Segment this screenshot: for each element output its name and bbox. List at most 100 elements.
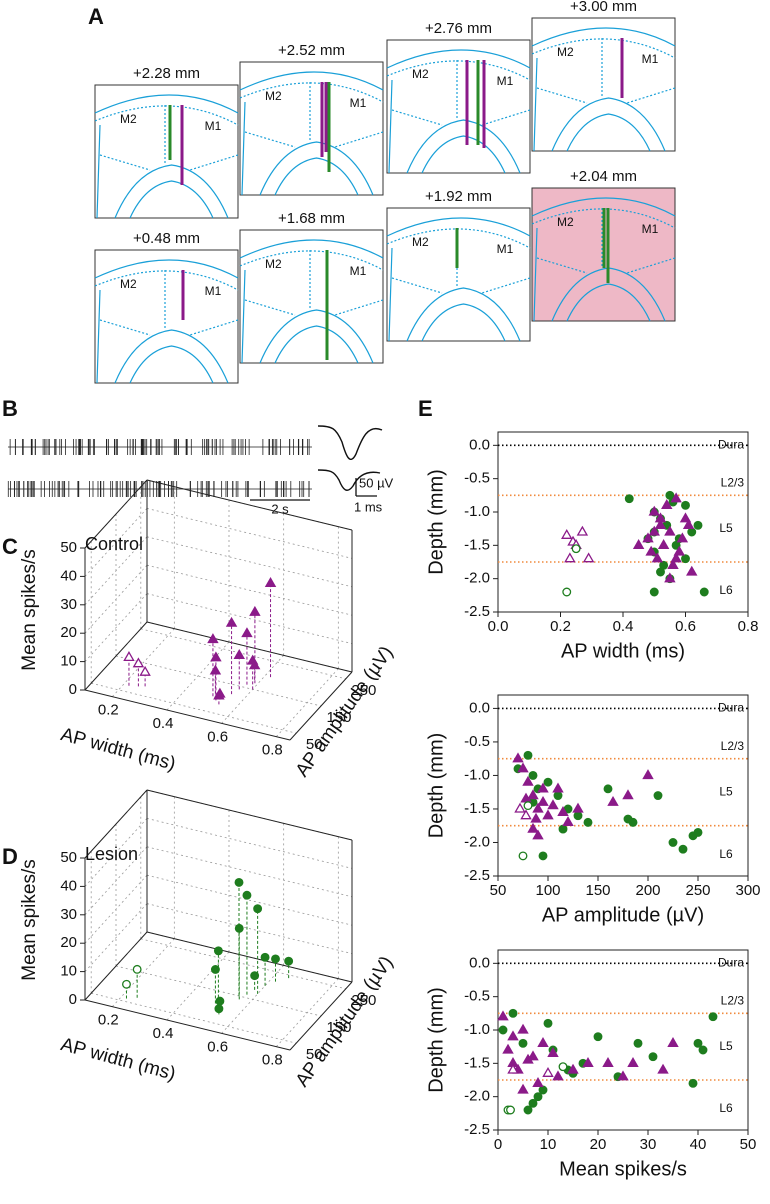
layer-boundary: [386, 228, 531, 249]
data-point: [576, 525, 589, 536]
data-point: [122, 979, 131, 989]
data-point: [648, 505, 660, 516]
section-title: +2.28 mm: [133, 65, 200, 82]
data-point: [234, 923, 244, 933]
data-point: [542, 1067, 554, 1077]
white-matter: [259, 141, 374, 196]
layer-label: L6: [719, 583, 733, 597]
data-point: [538, 1085, 548, 1095]
area-border: [536, 257, 588, 274]
section-title: +2.76 mm: [425, 20, 492, 37]
z-tick-label: 20: [60, 934, 77, 951]
x-axis-label: AP width (ms): [561, 640, 685, 662]
area-label: M2: [557, 45, 574, 59]
x-tick-label: 0.8: [262, 1052, 283, 1069]
data-point: [520, 809, 532, 820]
grid-line: [146, 508, 353, 559]
data-point: [514, 802, 526, 813]
y-tick-label: -0.5: [464, 470, 490, 487]
axis-line: [84, 689, 291, 741]
layer-label: L6: [719, 1101, 733, 1115]
x-tick-label: 50: [740, 1136, 757, 1153]
data-point: [668, 838, 678, 847]
data-point: [633, 1038, 643, 1048]
cortex-surface: [531, 197, 676, 217]
data-point: [645, 545, 657, 556]
y-tick-label: -0.5: [464, 733, 490, 750]
grid-line: [166, 641, 230, 711]
area-label: M1: [350, 264, 367, 278]
layer-boundary: [94, 270, 239, 291]
data-point: [698, 1045, 708, 1055]
axis-line: [84, 931, 148, 1001]
data-point: [561, 529, 573, 539]
x-tick-label: 50: [490, 882, 507, 899]
data-point: [562, 816, 574, 827]
data-point: [708, 1012, 718, 1022]
layer-boundary: [239, 250, 384, 271]
area-border: [244, 299, 296, 316]
y-tick-label: 150: [326, 1019, 351, 1036]
z-tick-label: 10: [60, 963, 77, 980]
data-point: [670, 552, 682, 563]
data-point: [532, 829, 544, 840]
reference-label: L2/3: [721, 739, 745, 753]
data-point: [497, 1010, 509, 1021]
axis-line: [84, 789, 148, 859]
layer-label: L5: [719, 1039, 733, 1053]
grid-line: [146, 846, 353, 898]
grid-line: [146, 564, 353, 616]
data-point: [528, 770, 538, 780]
area-border: [96, 289, 101, 384]
section-title: +0.48 mm: [133, 230, 200, 247]
y-axis-label: AP amplitude (µV): [292, 643, 398, 781]
area-label: M1: [205, 284, 222, 298]
data-point: [686, 565, 698, 576]
x-tick-label: 0.4: [613, 618, 634, 635]
data-point: [527, 1050, 539, 1061]
area-label: M2: [412, 235, 429, 249]
data-point: [603, 784, 613, 794]
axis-line: [84, 999, 291, 1051]
data-point: [260, 952, 270, 962]
data-point: [693, 520, 703, 530]
data-point: [681, 500, 690, 510]
x-tick-label: 20: [590, 1136, 607, 1153]
atlas-outline: [239, 239, 384, 364]
panel-label: D: [2, 844, 18, 869]
area-border: [96, 124, 101, 219]
data-point: [209, 664, 222, 675]
data-point: [552, 782, 564, 793]
data-point: [132, 657, 145, 668]
data-point: [667, 559, 679, 569]
data-point: [213, 946, 223, 956]
y-axis-label: Depth (mm): [425, 469, 447, 575]
area-border: [481, 277, 531, 294]
data-point: [670, 492, 682, 503]
data-point: [542, 809, 554, 820]
white-matter: [129, 180, 214, 219]
data-point: [583, 817, 593, 827]
grid-line: [84, 593, 148, 662]
data-point: [681, 554, 690, 564]
y-tick-label: 250: [351, 682, 376, 699]
data-point: [527, 789, 539, 800]
data-point: [607, 795, 619, 806]
data-point: [657, 1063, 669, 1074]
data-point: [623, 814, 633, 824]
chart-title: Lesion: [85, 844, 138, 864]
data-point: [664, 525, 676, 536]
section-title: +1.68 mm: [278, 210, 345, 227]
data-point: [553, 791, 563, 801]
atlas-outline: [531, 27, 676, 152]
x-tick-label: 300: [735, 882, 760, 899]
data-point: [543, 1018, 553, 1028]
grid-line: [140, 938, 346, 990]
data-point: [547, 1047, 559, 1057]
y-tick-label: 0.0: [469, 436, 490, 453]
data-point: [678, 844, 688, 854]
area-border: [99, 154, 151, 171]
z-tick-label: 0: [69, 991, 77, 1008]
